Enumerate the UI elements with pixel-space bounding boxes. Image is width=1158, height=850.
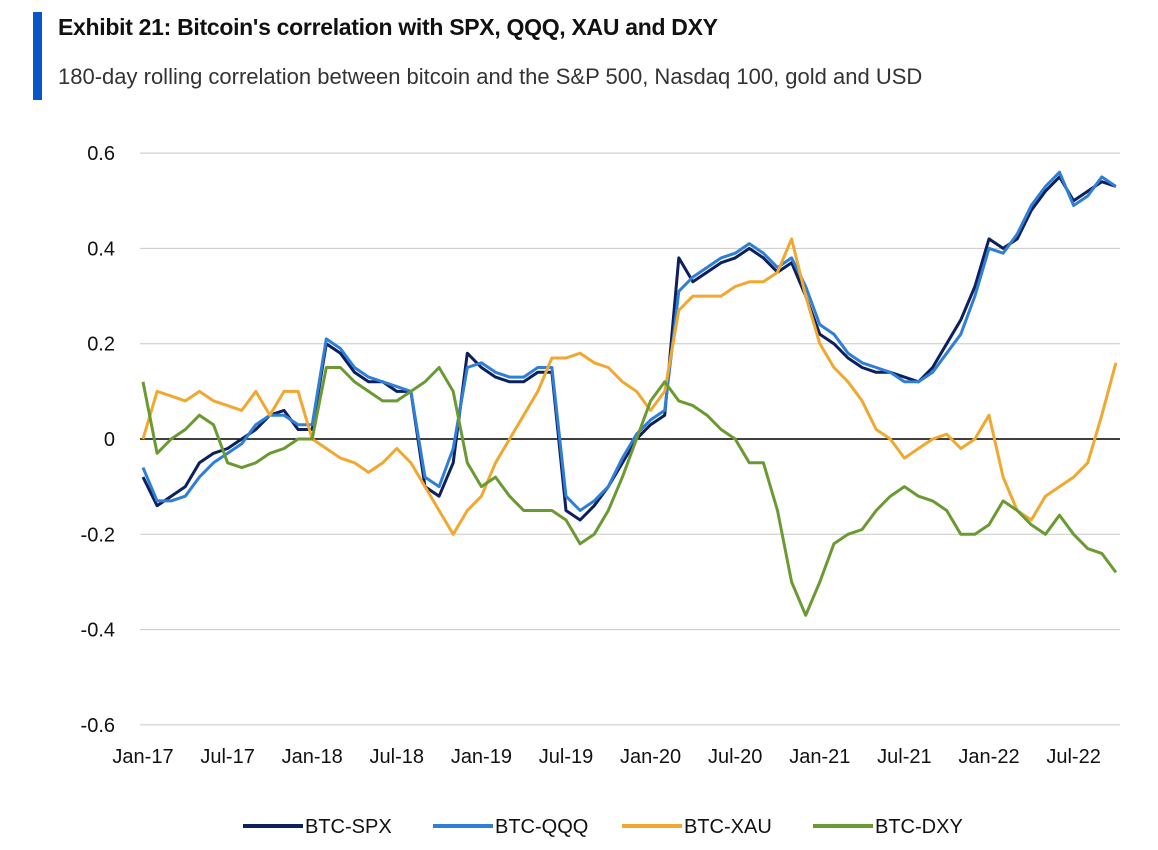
y-tick-label: 0: [104, 429, 115, 451]
legend-label: BTC-SPX: [305, 816, 392, 838]
y-tick-label: -0.6: [81, 715, 115, 737]
series-lines: [141, 170, 1118, 617]
x-axis-ticks: Jan-17 Jul-17 Jan-18 Jul-18 Jan-19 Jul-19 Jan-…: [112, 746, 1100, 768]
y-tick-label: 0.2: [87, 334, 115, 356]
x-tick-label: Jan-19: [451, 746, 512, 768]
series-line-btc-spx: [141, 175, 1117, 522]
x-tick-label: Jul-19: [539, 746, 593, 768]
x-tick-label: Jul-20: [708, 746, 762, 768]
legend-label: BTC-QQQ: [495, 816, 588, 838]
x-tick-label: Jul-22: [1046, 746, 1100, 768]
legend-label: BTC-XAU: [684, 816, 772, 838]
y-tick-label: -0.4: [81, 620, 115, 642]
title-accent-bar: [33, 12, 42, 100]
series-line-btc-dxy: [141, 366, 1118, 617]
y-axis-ticks: 0.6 0.4 0.2 0 -0.2 -0.4 -0.6: [81, 143, 115, 737]
legend-label: BTC-DXY: [875, 816, 963, 838]
y-tick-label: -0.2: [81, 524, 115, 546]
x-tick-label: Jan-21: [789, 746, 850, 768]
x-tick-label: Jan-20: [620, 746, 681, 768]
x-tick-label: Jan-22: [958, 746, 1019, 768]
y-tick-label: 0.6: [87, 143, 115, 165]
chart-title: Exhibit 21: Bitcoin's correlation with S…: [58, 14, 718, 40]
gridlines: [140, 152, 1120, 726]
x-tick-label: Jan-17: [112, 746, 173, 768]
y-tick-label: 0.4: [87, 238, 115, 260]
series-line-btc-xau: [141, 237, 1118, 536]
x-tick-label: Jan-18: [282, 746, 343, 768]
x-tick-label: Jul-21: [877, 746, 931, 768]
x-tick-label: Jul-17: [200, 746, 254, 768]
legend: BTC-SPX BTC-QQQ BTC-XAU BTC-DXY: [243, 816, 963, 838]
series-line-btc-qqq: [141, 170, 1117, 512]
x-tick-label: Jul-18: [370, 746, 424, 768]
chart-subtitle: 180-day rolling correlation between bitc…: [58, 64, 923, 89]
